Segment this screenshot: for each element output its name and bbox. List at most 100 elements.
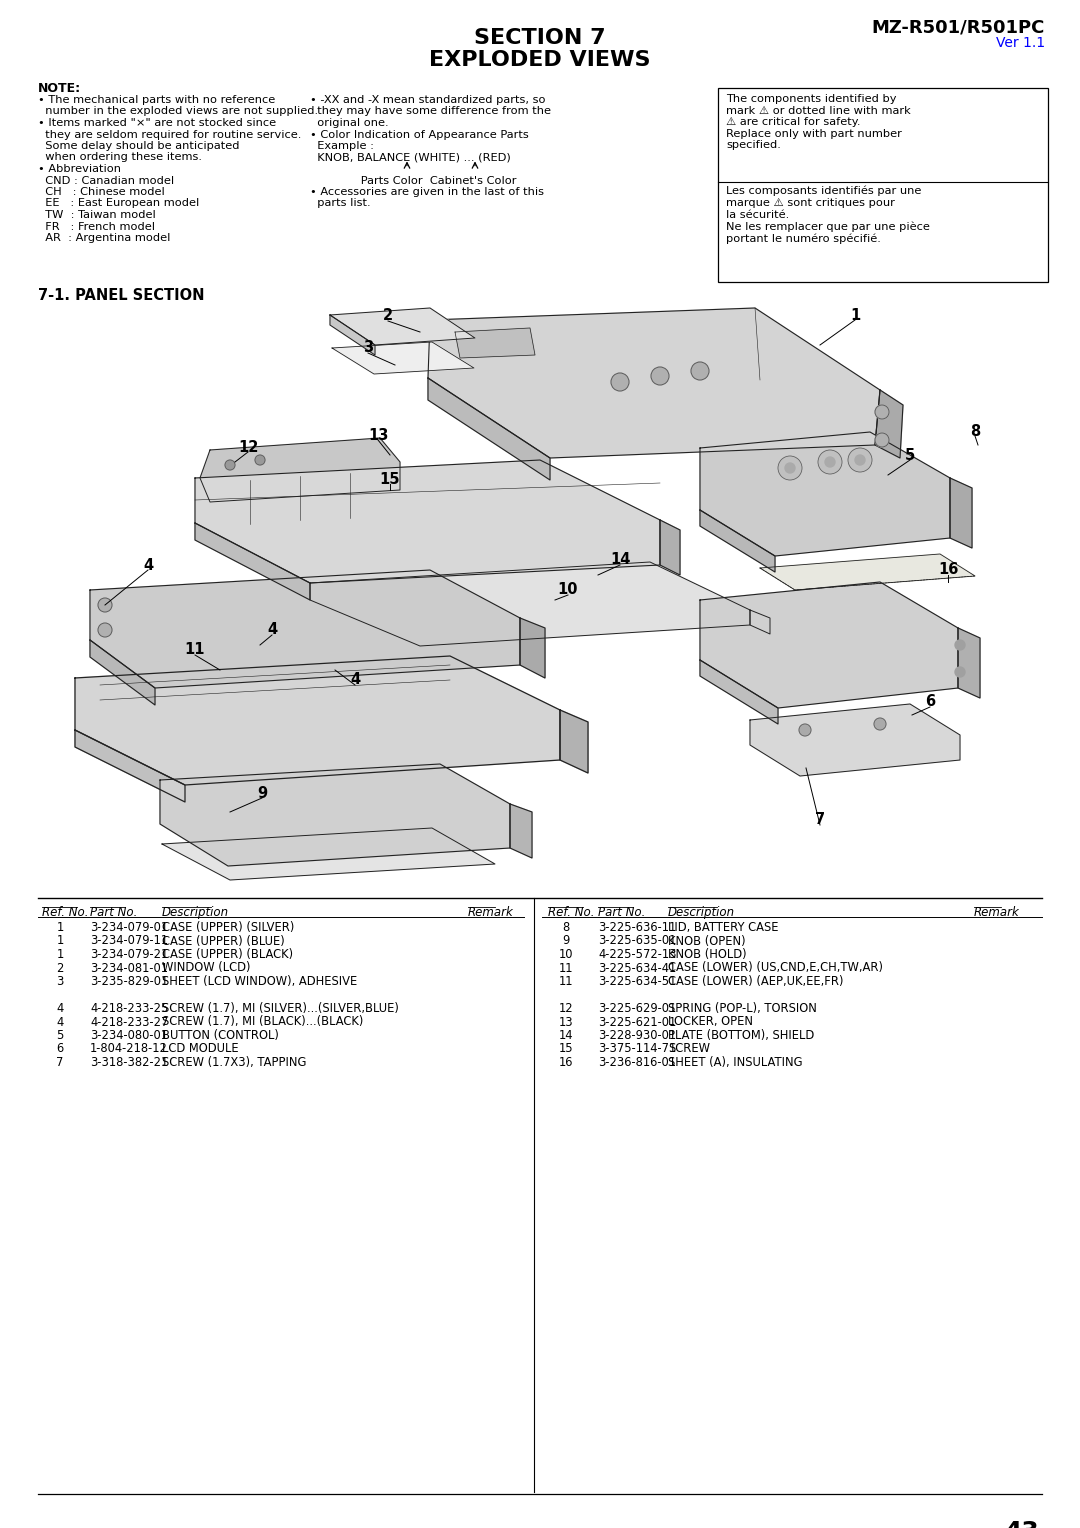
- Text: 6: 6: [924, 695, 935, 709]
- Text: 4: 4: [267, 622, 278, 637]
- Text: Description: Description: [162, 906, 229, 918]
- Text: 3-318-382-21: 3-318-382-21: [90, 1056, 168, 1070]
- Text: BUTTON (CONTROL): BUTTON (CONTROL): [162, 1028, 279, 1042]
- Circle shape: [785, 463, 795, 474]
- Text: SCREW: SCREW: [669, 1042, 710, 1056]
- Text: 3: 3: [56, 975, 64, 989]
- Text: 16: 16: [558, 1056, 573, 1070]
- Text: Description: Description: [669, 906, 735, 918]
- Text: Les composants identifiés par une
marque ⚠ sont critiques pour
la sécurité.
Ne l: Les composants identifiés par une marque…: [726, 186, 930, 244]
- Circle shape: [98, 597, 112, 613]
- Polygon shape: [660, 520, 680, 575]
- Text: 3-234-081-01: 3-234-081-01: [90, 961, 168, 975]
- Text: 3-225-635-01: 3-225-635-01: [598, 935, 676, 947]
- Circle shape: [875, 405, 889, 419]
- Text: 12: 12: [238, 440, 258, 455]
- Text: Part No.: Part No.: [598, 906, 646, 918]
- Text: 4: 4: [350, 672, 360, 688]
- Polygon shape: [700, 510, 775, 571]
- Text: 4: 4: [56, 1016, 64, 1028]
- Circle shape: [955, 640, 966, 649]
- Text: 1: 1: [56, 921, 64, 934]
- Text: Remark: Remark: [468, 906, 514, 918]
- Text: SCREW (1.7), MI (BLACK)...(BLACK): SCREW (1.7), MI (BLACK)...(BLACK): [162, 1016, 363, 1028]
- Text: 4: 4: [143, 558, 153, 573]
- Bar: [718, 89, 1048, 283]
- Text: Ref. No.: Ref. No.: [548, 906, 594, 918]
- Polygon shape: [958, 628, 980, 698]
- Text: KNOB, BALANCE (WHITE) ... (RED): KNOB, BALANCE (WHITE) ... (RED): [310, 153, 511, 162]
- Polygon shape: [950, 478, 972, 549]
- Text: Parts Color  Cabinet's Color: Parts Color Cabinet's Color: [310, 176, 516, 185]
- Text: number in the exploded views are not supplied.: number in the exploded views are not sup…: [38, 107, 319, 116]
- Polygon shape: [700, 432, 950, 556]
- Text: Ref. No.: Ref. No.: [42, 906, 89, 918]
- Text: 3-225-621-01: 3-225-621-01: [598, 1016, 676, 1028]
- Text: 11: 11: [558, 975, 573, 989]
- Text: 4-225-572-13: 4-225-572-13: [598, 947, 676, 961]
- Circle shape: [255, 455, 265, 465]
- Text: they may have some difference from the: they may have some difference from the: [310, 107, 551, 116]
- Text: 3-235-829-01: 3-235-829-01: [90, 975, 168, 989]
- Polygon shape: [510, 804, 532, 859]
- Text: SCREW (1.7X3), TAPPING: SCREW (1.7X3), TAPPING: [162, 1056, 307, 1070]
- Polygon shape: [200, 439, 400, 503]
- Polygon shape: [875, 390, 903, 458]
- Text: KNOB (OPEN): KNOB (OPEN): [669, 935, 745, 947]
- Text: EE   : East European model: EE : East European model: [38, 199, 199, 208]
- Text: CASE (UPPER) (BLUE): CASE (UPPER) (BLUE): [162, 935, 285, 947]
- Polygon shape: [90, 640, 156, 704]
- Text: 2: 2: [383, 309, 393, 324]
- Polygon shape: [561, 711, 588, 773]
- Text: original one.: original one.: [310, 118, 389, 128]
- Polygon shape: [195, 460, 660, 584]
- Text: SCREW (1.7), MI (SILVER)...(SILVER,BLUE): SCREW (1.7), MI (SILVER)...(SILVER,BLUE): [162, 1002, 399, 1015]
- Text: 3-225-636-11: 3-225-636-11: [598, 921, 676, 934]
- Text: CH   : Chinese model: CH : Chinese model: [38, 186, 165, 197]
- Polygon shape: [330, 315, 375, 354]
- Text: 1: 1: [850, 307, 860, 322]
- Circle shape: [875, 432, 889, 448]
- Polygon shape: [162, 828, 495, 880]
- Text: 3-225-634-51: 3-225-634-51: [598, 975, 676, 989]
- Text: NOTE:: NOTE:: [38, 83, 81, 95]
- Text: 3-234-079-21: 3-234-079-21: [90, 947, 168, 961]
- Polygon shape: [75, 730, 185, 802]
- Circle shape: [818, 451, 842, 474]
- Text: Ver 1.1: Ver 1.1: [996, 37, 1045, 50]
- Text: AR  : Argentina model: AR : Argentina model: [38, 232, 171, 243]
- Polygon shape: [90, 570, 519, 688]
- Text: 3-234-079-11: 3-234-079-11: [90, 935, 168, 947]
- Polygon shape: [160, 764, 510, 866]
- Text: when ordering these items.: when ordering these items.: [38, 153, 202, 162]
- Circle shape: [651, 367, 669, 385]
- Text: 16: 16: [937, 562, 958, 578]
- Circle shape: [848, 448, 872, 472]
- Text: SHEET (A), INSULATING: SHEET (A), INSULATING: [669, 1056, 802, 1070]
- Polygon shape: [428, 309, 880, 458]
- Text: EXPLODED VIEWS: EXPLODED VIEWS: [429, 50, 651, 70]
- Text: 15: 15: [558, 1042, 573, 1056]
- Polygon shape: [332, 342, 474, 374]
- Circle shape: [825, 457, 835, 468]
- Text: KNOB (HOLD): KNOB (HOLD): [669, 947, 746, 961]
- Text: they are seldom required for routine service.: they are seldom required for routine ser…: [38, 130, 301, 139]
- Text: 1: 1: [56, 947, 64, 961]
- Text: Example :: Example :: [310, 141, 374, 151]
- Polygon shape: [75, 656, 561, 785]
- Text: CASE (UPPER) (SILVER): CASE (UPPER) (SILVER): [162, 921, 295, 934]
- Polygon shape: [760, 555, 975, 590]
- Text: 1-804-218-12: 1-804-218-12: [90, 1042, 167, 1056]
- Text: 7: 7: [56, 1056, 64, 1070]
- Text: 3-234-080-01: 3-234-080-01: [90, 1028, 168, 1042]
- Text: 9: 9: [563, 935, 569, 947]
- Text: 2: 2: [56, 961, 64, 975]
- Text: Part No.: Part No.: [90, 906, 137, 918]
- Polygon shape: [750, 610, 770, 634]
- Text: 14: 14: [558, 1028, 573, 1042]
- Circle shape: [225, 460, 235, 471]
- Text: • Color Indication of Appearance Parts: • Color Indication of Appearance Parts: [310, 130, 529, 139]
- Polygon shape: [428, 377, 550, 480]
- Text: CASE (UPPER) (BLACK): CASE (UPPER) (BLACK): [162, 947, 293, 961]
- Text: 3: 3: [363, 341, 373, 356]
